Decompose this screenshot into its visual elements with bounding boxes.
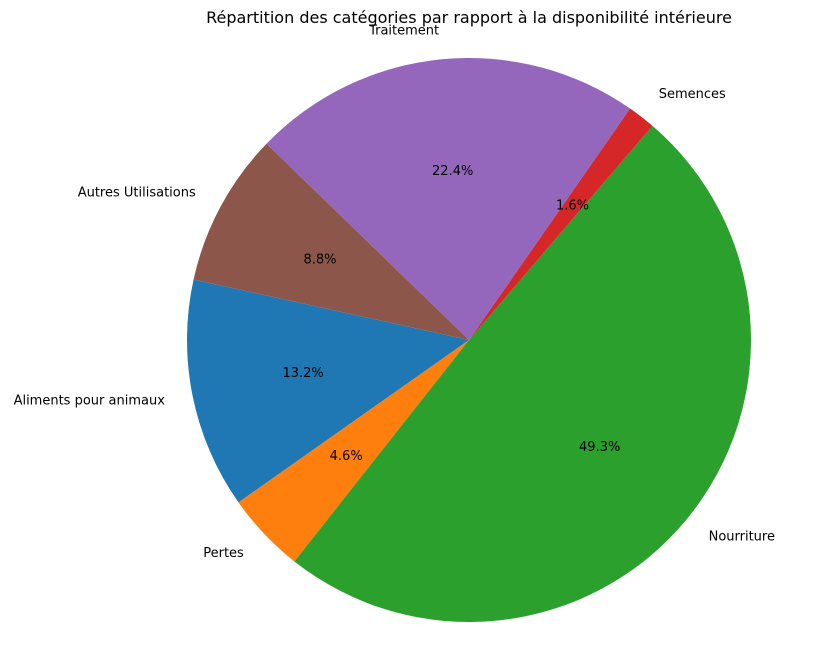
chart-title: Répartition des catégories par rapport à… — [206, 8, 732, 27]
pie-slice-aliments-pour-animaux — [186, 279, 469, 503]
pie-slice-traitement — [266, 58, 631, 341]
slice-label-autres-utilisations: Autres Utilisations — [78, 186, 196, 201]
slice-percent-autres-utilisations: 8.8% — [303, 252, 336, 267]
slice-percent-aliments-pour-animaux: 13.2% — [282, 366, 323, 381]
slice-label-pertes: Pertes — [203, 546, 244, 561]
slice-label-nourriture: Nourriture — [709, 530, 775, 545]
slice-label-aliments-pour-animaux: Aliments pour animaux — [14, 394, 166, 409]
slice-percent-pertes: 4.6% — [330, 449, 363, 464]
pie-slice-pertes — [238, 340, 469, 562]
slice-percent-traitement: 22.4% — [432, 164, 473, 179]
slice-label-semences: Semences — [659, 87, 726, 102]
slice-label-traitement: Traitement — [368, 24, 439, 39]
pie-slice-nourriture — [294, 125, 751, 622]
pie-labels: Aliments pour animaux 13.2% Pertes 4.6% Nour… — [14, 24, 775, 561]
slice-percent-semences: 1.6% — [556, 199, 589, 214]
pie-slices — [186, 58, 751, 622]
pie-slice-semences — [469, 108, 653, 340]
slice-percent-nourriture: 49.3% — [579, 440, 620, 455]
pie-slice-autres-utilisations — [193, 143, 469, 340]
